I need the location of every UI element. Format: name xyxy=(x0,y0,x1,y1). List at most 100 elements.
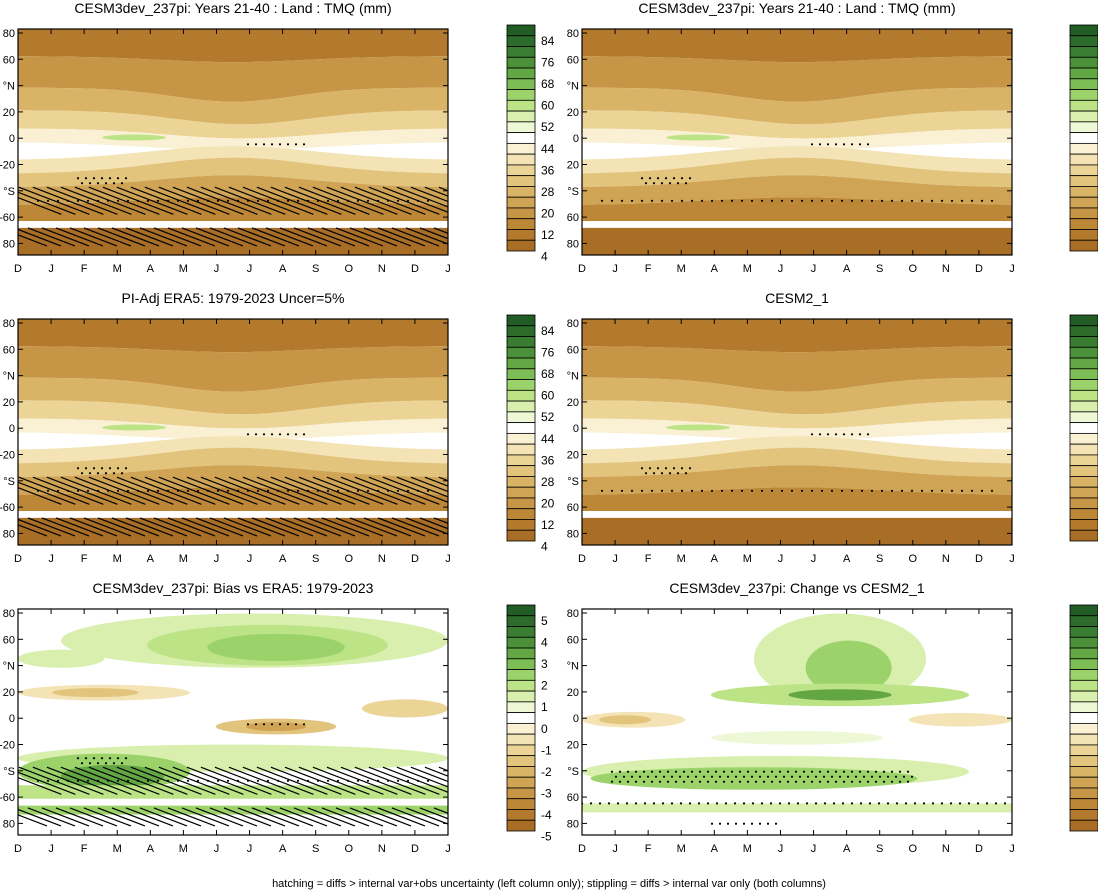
x-tick-label: J xyxy=(48,553,54,565)
colorbar-cell xyxy=(506,701,536,714)
y-tick-label: 60 xyxy=(3,54,15,66)
x-tick-label: J xyxy=(778,843,784,855)
colorbar-cell xyxy=(1069,712,1098,724)
colorbar-cell xyxy=(506,679,536,692)
colorbar-label: 5 xyxy=(541,614,548,628)
plot-frame xyxy=(17,608,449,836)
contour-band xyxy=(18,418,448,440)
colorbar-label: 44 xyxy=(541,142,555,156)
x-tick-label: D xyxy=(578,553,586,565)
x-tick-label: A xyxy=(843,843,851,855)
chart-title: CESM3dev_237pi: Bias vs ERA5: 1979-2023 xyxy=(93,580,374,596)
colorbar-cell xyxy=(506,819,536,832)
y-tick-label: 80 xyxy=(567,238,579,250)
plot-frame xyxy=(17,318,449,546)
chart-title: CESM3dev_237pi: Years 21-40 : Land : TMQ… xyxy=(638,0,955,16)
colorbar-cell xyxy=(1069,336,1098,348)
x-tick-label: A xyxy=(711,843,719,855)
colorbar-cell xyxy=(506,733,536,746)
x-tick-label: O xyxy=(344,843,353,855)
colorbar-cell xyxy=(506,218,536,230)
x-tick-label: J xyxy=(612,843,618,855)
colorbar-cell xyxy=(506,744,536,757)
x-tick-label: M xyxy=(179,553,188,565)
x-tick-label: J xyxy=(445,553,451,565)
x-tick-label: D xyxy=(14,843,22,855)
colorbar-cell xyxy=(506,132,536,144)
colorbar-label: 20 xyxy=(541,206,555,220)
x-tick-label: J xyxy=(48,843,54,855)
colorbar-cell xyxy=(506,636,536,649)
colorbar-cell xyxy=(1069,229,1098,241)
colorbar-label: 12 xyxy=(541,228,555,242)
colorbar-cell xyxy=(506,411,536,424)
x-tick-label: D xyxy=(14,553,22,565)
colorbar-cell xyxy=(506,389,536,402)
y-tick-label: 60 xyxy=(567,634,579,646)
colorbar-cell xyxy=(506,647,536,660)
contour-band xyxy=(18,128,448,150)
y-tick-label: 20 xyxy=(567,687,579,699)
contour-band xyxy=(582,436,1012,464)
x-tick-label: J xyxy=(612,263,618,275)
plot-frame xyxy=(581,318,1013,546)
x-tick-label: O xyxy=(908,263,917,275)
colorbar-cell xyxy=(1069,465,1098,477)
heatmap-field xyxy=(18,609,448,835)
colorbar-cell xyxy=(1069,67,1098,80)
contour-band xyxy=(18,400,448,429)
colorbar-cell xyxy=(506,755,536,767)
y-tick-label: 80 xyxy=(3,608,15,620)
colorbar-cell xyxy=(1069,186,1098,198)
y-tick-label: 80 xyxy=(3,28,15,40)
y-tick-label: 80 xyxy=(3,818,15,830)
colorbar-cell xyxy=(506,336,536,348)
x-tick-label: J xyxy=(1009,263,1015,275)
colorbar-cell xyxy=(506,615,536,627)
y-tick-label: °N xyxy=(567,371,579,383)
y-tick-label: 0 xyxy=(573,133,579,145)
y-tick-label: 0 xyxy=(573,713,579,725)
contour-band xyxy=(582,487,1012,512)
y-tick-label: -60 xyxy=(0,792,15,804)
plot-frame xyxy=(17,28,449,256)
colorbar-label: 36 xyxy=(541,163,555,177)
contour-band xyxy=(582,142,1012,160)
colorbar-label: 28 xyxy=(541,185,555,199)
colorbar-cell xyxy=(1069,529,1098,542)
x-tick-label: A xyxy=(147,553,155,565)
colorbar-label: -2 xyxy=(541,765,552,779)
chart-panel-6: CESM3dev_237pi: Change vs CESM2_1 80 60 °N 2… xyxy=(567,580,1098,855)
colorbar-cell xyxy=(1069,809,1098,821)
y-tick-label: 20 xyxy=(567,107,579,119)
y-tick-label: 80 xyxy=(3,318,15,330)
y-tick-label: 20 xyxy=(3,397,15,409)
x-tick-label: O xyxy=(344,263,353,275)
contour-band xyxy=(582,447,1012,477)
y-tick-label: 60 xyxy=(567,344,579,356)
contour-band xyxy=(582,146,1012,174)
colorbar-cell xyxy=(1069,755,1098,767)
chart-title: CESM3dev_237pi: Change vs CESM2_1 xyxy=(669,580,924,596)
colorbar-label: 68 xyxy=(541,367,555,381)
colorbar-label: 44 xyxy=(541,432,555,446)
x-tick-label: J xyxy=(247,843,253,855)
chart-panel-2: CESM3dev_237pi: Years 21-40 : Land : TMQ… xyxy=(567,0,1098,275)
x-tick-label: A xyxy=(147,843,155,855)
colorbar-label: 76 xyxy=(541,346,555,360)
colorbar-cell xyxy=(1069,346,1098,359)
colorbar-cell xyxy=(506,67,536,80)
x-tick-label: J xyxy=(811,553,817,565)
x-tick-label: M xyxy=(677,843,686,855)
colorbar-cell xyxy=(506,776,536,789)
colorbar-cell xyxy=(1069,508,1098,520)
x-tick-label: M xyxy=(743,263,752,275)
colorbar-cell xyxy=(506,229,536,241)
colorbar-cell xyxy=(1069,379,1098,391)
y-tick-label: 0 xyxy=(9,133,15,145)
x-tick-label: J xyxy=(778,553,784,565)
colorbar-cell xyxy=(1069,35,1098,47)
colorbar-cell xyxy=(1069,132,1098,144)
colorbar-cell xyxy=(506,24,536,37)
x-tick-label: S xyxy=(312,843,319,855)
